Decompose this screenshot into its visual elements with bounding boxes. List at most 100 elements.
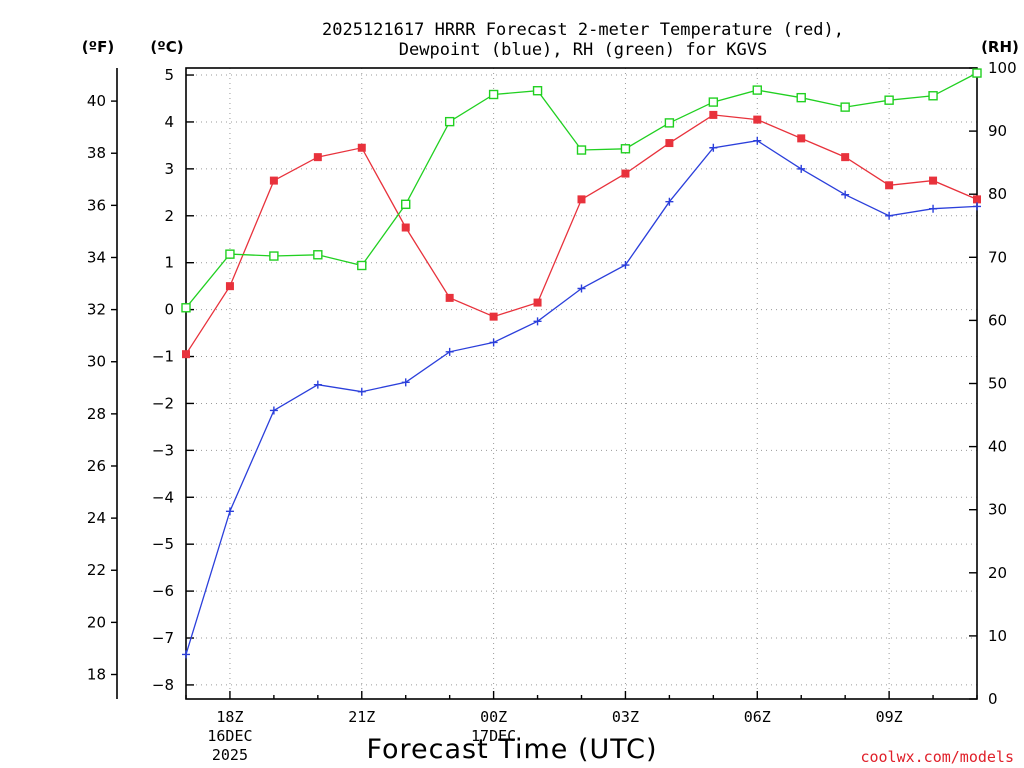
rh-tick-label: 100 xyxy=(988,59,1017,77)
rh-point xyxy=(752,85,762,95)
dewpoint-point xyxy=(709,143,718,152)
celsius-tick-label: −6 xyxy=(152,582,174,600)
rh-point xyxy=(928,91,938,101)
dewpoint-point xyxy=(401,378,410,387)
x-tick-label: 00Z xyxy=(480,708,507,726)
rh-point xyxy=(576,145,587,155)
celsius-tick-label: −7 xyxy=(152,629,174,647)
x-date-label: 17DEC xyxy=(471,727,516,745)
dewpoint-point xyxy=(621,261,630,270)
fahrenheit-tick-label: 28 xyxy=(87,405,106,423)
temperature-point xyxy=(357,143,366,152)
fahrenheit-tick-label: 36 xyxy=(87,196,106,214)
dewpoint-point xyxy=(445,347,454,356)
celsius-tick-label: −5 xyxy=(152,535,174,553)
fahrenheit-tick-label: 22 xyxy=(87,561,106,579)
grid-lines xyxy=(186,68,977,699)
dewpoint-point xyxy=(577,284,586,293)
celsius-tick-label: 1 xyxy=(164,254,174,272)
temperature-point xyxy=(533,298,542,307)
temperature-point xyxy=(973,195,981,204)
celsius-tick-label: −4 xyxy=(152,488,174,506)
rh-tick-label: 0 xyxy=(988,690,998,708)
rh-tick-label: 70 xyxy=(988,248,1007,266)
axes xyxy=(111,67,978,700)
chart-title-line1: 2025121617 HRRR Forecast 2-meter Tempera… xyxy=(322,20,844,40)
fahrenheit-tick-label: 38 xyxy=(87,144,106,162)
rh-point xyxy=(884,95,894,105)
temperature-point xyxy=(929,176,938,185)
dewpoint-point xyxy=(885,211,894,220)
temperature-point xyxy=(797,134,806,143)
celsius-unit-label: (ºC) xyxy=(150,38,183,56)
rh-point xyxy=(972,68,982,78)
rh-tick-label: 50 xyxy=(988,375,1007,393)
rh-point xyxy=(269,251,279,261)
x-year-label: 2025 xyxy=(212,746,248,764)
celsius-tick-label: 2 xyxy=(164,207,174,225)
rh-point xyxy=(840,102,850,112)
temperature-point xyxy=(225,282,234,291)
plot-frame xyxy=(185,67,978,700)
x-tick-label: 03Z xyxy=(612,708,639,726)
rh-point xyxy=(181,303,191,313)
x-tick-label: 09Z xyxy=(876,708,903,726)
temperature-point xyxy=(753,115,762,124)
tick-labels: −8−7−6−5−4−3−2−1012345182022242628303234… xyxy=(87,59,1017,764)
rh-point xyxy=(664,118,675,128)
celsius-tick-label: −2 xyxy=(152,394,174,412)
temperature-point xyxy=(269,176,278,185)
rh-tick-label: 90 xyxy=(988,122,1007,140)
temperature-point xyxy=(577,195,586,204)
rh-point xyxy=(796,92,806,103)
celsius-tick-label: 0 xyxy=(164,301,174,319)
dewpoint-point xyxy=(533,317,542,326)
fahrenheit-unit-label: (ºF) xyxy=(82,38,114,56)
fahrenheit-tick-label: 20 xyxy=(87,613,106,631)
rh-point xyxy=(620,144,631,154)
temperature-point xyxy=(489,312,498,321)
x-tick-label: 18Z xyxy=(216,708,243,726)
dewpoint-point xyxy=(753,136,762,145)
chart-title-line2: Dewpoint (blue), RH (green) for KGVS xyxy=(399,40,767,60)
fahrenheit-tick-label: 26 xyxy=(87,457,106,475)
celsius-tick-label: 3 xyxy=(164,160,174,178)
celsius-tick-label: 4 xyxy=(164,113,174,131)
rh-tick-label: 20 xyxy=(988,564,1007,582)
rh-point xyxy=(357,260,367,271)
dewpoint-point xyxy=(357,387,366,396)
temperature-point xyxy=(621,169,630,178)
credit-link[interactable]: coolwx.com/models xyxy=(860,748,1014,766)
celsius-tick-label: −8 xyxy=(152,676,174,694)
fahrenheit-tick-label: 32 xyxy=(87,301,106,319)
fahrenheit-tick-label: 18 xyxy=(87,666,106,684)
temperature-point xyxy=(313,153,322,162)
dewpoint-line xyxy=(185,140,978,655)
fahrenheit-tick-label: 24 xyxy=(87,509,106,527)
temperature-point xyxy=(709,110,718,119)
rh-tick-label: 10 xyxy=(988,627,1007,645)
celsius-tick-label: −3 xyxy=(152,441,174,459)
x-tick-label: 06Z xyxy=(744,708,771,726)
x-tick-label: 21Z xyxy=(348,708,375,726)
temperature-point xyxy=(182,350,190,359)
x-axis-title: Forecast Time (UTC) xyxy=(366,734,657,765)
rh-point xyxy=(708,97,719,107)
rh-point xyxy=(444,116,455,127)
data-series xyxy=(181,68,982,659)
temperature-point xyxy=(401,223,410,232)
temperature-series xyxy=(182,110,981,359)
dewpoint-point xyxy=(313,380,322,389)
dewpoint-point xyxy=(182,650,190,659)
rh-point xyxy=(225,249,235,259)
temperature-point xyxy=(445,293,454,302)
rh-tick-label: 60 xyxy=(988,311,1007,329)
fahrenheit-tick-label: 34 xyxy=(87,248,106,266)
rh-point xyxy=(488,89,499,100)
x-date-label: 16DEC xyxy=(207,727,252,745)
rh-unit-label: (RH) xyxy=(981,38,1019,56)
dewpoint-point xyxy=(665,197,674,206)
rh-tick-label: 80 xyxy=(988,185,1007,203)
celsius-tick-label: 5 xyxy=(164,66,174,84)
